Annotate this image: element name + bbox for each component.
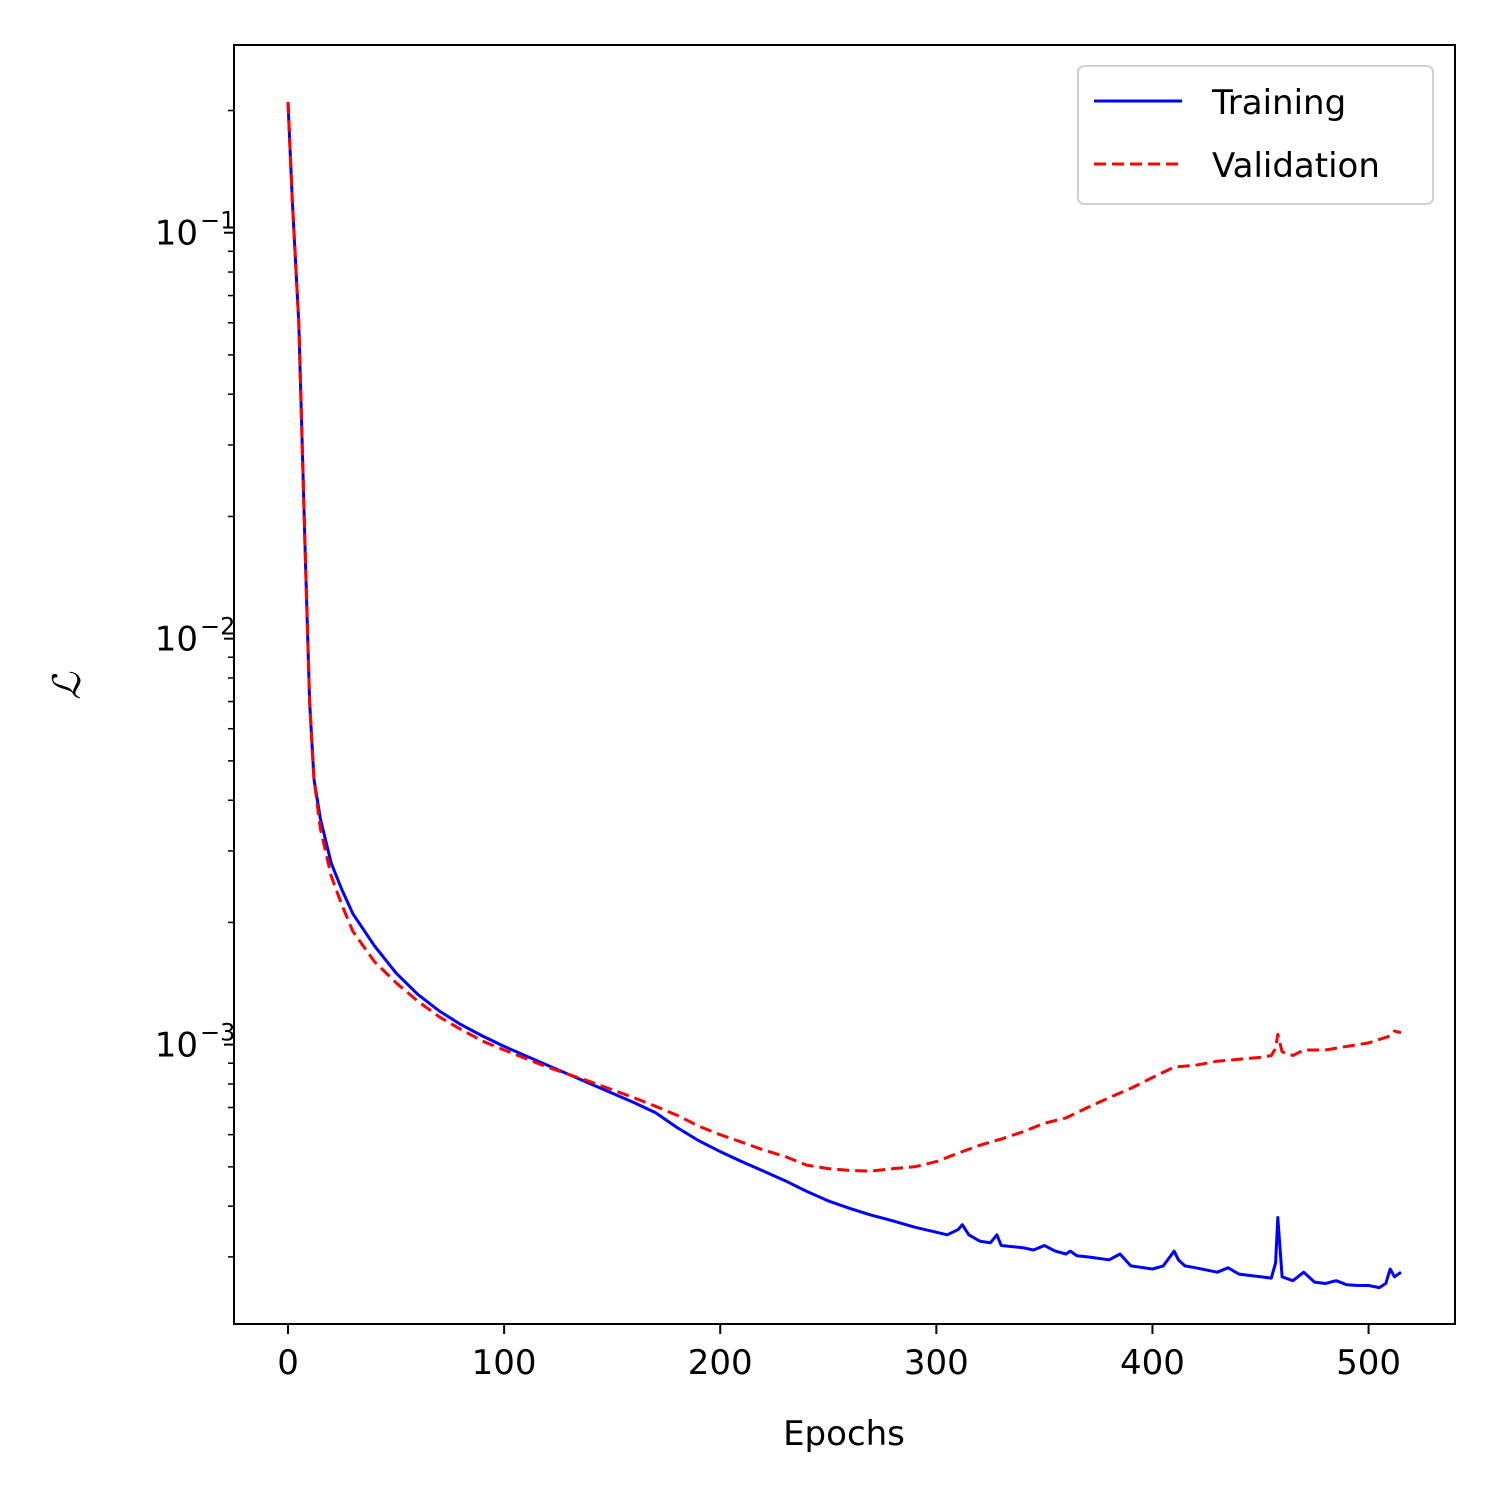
legend-label-validation: Validation <box>1212 146 1380 186</box>
x-tick-label: 500 <box>1336 1343 1401 1383</box>
x-tick-label: 400 <box>1120 1343 1185 1383</box>
plot-frame <box>233 44 1456 1325</box>
legend-label-training: Training <box>1211 83 1346 123</box>
x-tick-label: 100 <box>472 1343 537 1383</box>
y-tick-exponent: −1 <box>200 207 235 235</box>
x-tick-label: 300 <box>904 1343 969 1383</box>
legend: Training Validation <box>1077 65 1434 205</box>
y-tick-label: 10 <box>155 214 198 254</box>
y-axis-label: ℒ <box>45 671 89 700</box>
x-axis-label: Epochs <box>783 1414 905 1454</box>
x-axis: 0 100 200 300 400 500 <box>277 1324 1401 1383</box>
x-tick-label: 0 <box>277 1343 299 1383</box>
y-tick-label: 10 <box>155 620 198 660</box>
y-tick-exponent: −3 <box>200 1019 235 1047</box>
series-line-training <box>286 101 1402 1290</box>
y-tick-label: 10 <box>155 1026 198 1066</box>
y-tick-exponent: −2 <box>200 613 235 641</box>
y-axis: 10−110−210−3 <box>155 109 235 1258</box>
x-tick-label: 200 <box>688 1343 753 1383</box>
plot-area <box>286 101 1402 1290</box>
series-line-validation <box>286 101 1402 1173</box>
